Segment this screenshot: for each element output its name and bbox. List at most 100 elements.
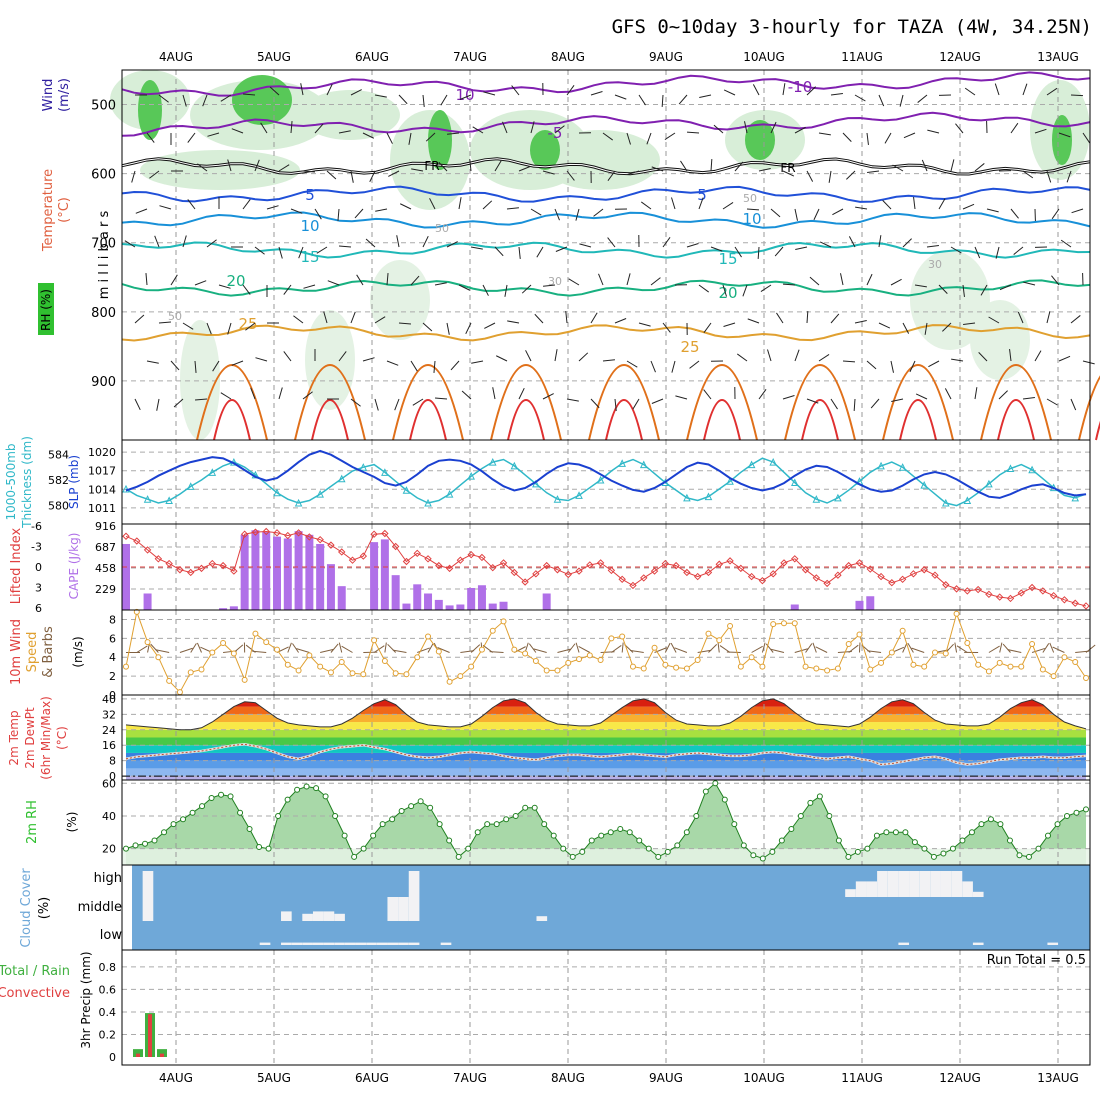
wind-barb: [988, 316, 1000, 324]
thickness-point: [683, 493, 691, 502]
thickness-point: [165, 496, 173, 504]
wind-speed-point: [985, 668, 992, 675]
wind-barb: [884, 132, 892, 144]
wind-barb: [290, 208, 303, 214]
wind-barb: [675, 395, 688, 400]
precip-frame: [121, 949, 1091, 1066]
wind-barb-10m: [1052, 646, 1065, 653]
rh-point: [446, 837, 453, 844]
wind-barb: [734, 246, 742, 258]
wind-barb: [231, 128, 244, 134]
wind-barb-10m: [489, 651, 504, 653]
date-label-top: 4AUG: [159, 50, 193, 64]
rh-area-low: [180, 320, 220, 440]
lifted-point: [726, 557, 734, 565]
rh-point: [674, 842, 681, 849]
wind-barb: [506, 207, 519, 210]
rh-point: [816, 793, 823, 800]
wind-barb-10m: [664, 642, 671, 653]
cape-bar: [251, 530, 260, 610]
wind-barb: [182, 322, 194, 330]
wind-speed-point: [791, 620, 798, 627]
wind-barb: [962, 284, 965, 297]
wind-barb: [300, 83, 304, 96]
date-label-top: 7AUG: [453, 50, 487, 64]
wind-barb: [913, 197, 916, 210]
wind-barb: [590, 312, 598, 324]
isotherm-30-arch: [392, 364, 464, 441]
wind-barb: [598, 273, 604, 286]
wind-barb: [293, 315, 304, 324]
wind-barb: [722, 284, 727, 297]
cloud-level-label: low: [100, 928, 123, 943]
wind-barb: [882, 200, 892, 210]
rh-point: [199, 803, 206, 810]
wind-speed-point: [651, 644, 658, 651]
wind-barb-10m: [575, 642, 580, 653]
rh-point: [151, 837, 158, 844]
isotherm--5: [121, 111, 1091, 137]
thickness-tick: 580: [48, 500, 69, 513]
lifted-label-line: Lifted Index: [9, 527, 24, 604]
wind-speed-point: [468, 663, 475, 670]
upper-ytick: 500: [91, 99, 116, 114]
rh-point: [503, 816, 510, 823]
wind-barb: [809, 276, 820, 286]
cloud-low-cell: [387, 942, 399, 945]
rh-point: [351, 853, 358, 860]
wind-barb-10m: [815, 646, 828, 653]
lifted-point: [812, 574, 821, 582]
wind-barb: [734, 161, 744, 172]
thickness-point: [812, 495, 821, 503]
cloud-level-label: middle: [78, 900, 122, 915]
temp-labels-line: 2m DewPt: [23, 707, 37, 769]
wind-barb: [926, 245, 939, 248]
wind-barb: [411, 168, 424, 172]
lifted-point: [489, 563, 497, 572]
thickness-point: [143, 495, 152, 503]
wind-barb: [830, 398, 838, 410]
wind-barb: [1010, 122, 1019, 134]
wind-barb: [974, 387, 978, 400]
wind-barb: [747, 318, 760, 324]
wind-barb-10m: [751, 645, 763, 653]
wind-barb: [518, 246, 521, 259]
contour-label: 25: [680, 338, 699, 356]
rh-point: [541, 821, 548, 828]
wind-barb: [218, 284, 231, 289]
cape-bar: [326, 564, 335, 610]
date-label-bottom: 6AUG: [355, 1071, 389, 1085]
cloud-high-cell: [408, 871, 420, 897]
contour-label: 5: [697, 186, 707, 204]
slp-label-thickness: 1000-500mb Thickness (dm): [4, 436, 34, 529]
wind-barb: [1082, 360, 1095, 365]
wind-barb-10m: [252, 650, 267, 653]
rh-point: [626, 829, 633, 836]
wind-barb-10m: [911, 647, 925, 653]
lifted-point: [823, 579, 831, 588]
wind-barb-10m: [460, 650, 475, 653]
wind-barb-10m: [708, 644, 718, 653]
wind-speed-point: [780, 620, 787, 627]
wind-barb-10m: [867, 650, 882, 653]
wind-barb: [534, 313, 544, 324]
lifted-point: [1039, 587, 1047, 595]
cloud-label: Cloud Cover: [19, 868, 34, 948]
upper-ylabel-line: m i l l i b a r s: [97, 211, 112, 300]
wind-barb: [197, 163, 208, 172]
wind-barb: [703, 389, 712, 400]
date-label-bottom: 4AUG: [159, 1071, 193, 1085]
slp-line: [125, 449, 1087, 499]
date-label-top: 13AUG: [1037, 50, 1079, 64]
wind-speed-point: [1039, 666, 1046, 673]
lifted-point: [1071, 599, 1079, 607]
lifted-point: [780, 559, 788, 567]
upper-ytick: 900: [91, 375, 116, 390]
wind-barb-10m: [417, 647, 430, 653]
wind-barb: [902, 238, 912, 248]
rh-point: [778, 837, 785, 844]
lifted-point: [133, 537, 141, 545]
rh-point: [683, 829, 690, 836]
date-label-bottom: 9AUG: [649, 1071, 683, 1085]
wind-barb: [170, 360, 180, 371]
